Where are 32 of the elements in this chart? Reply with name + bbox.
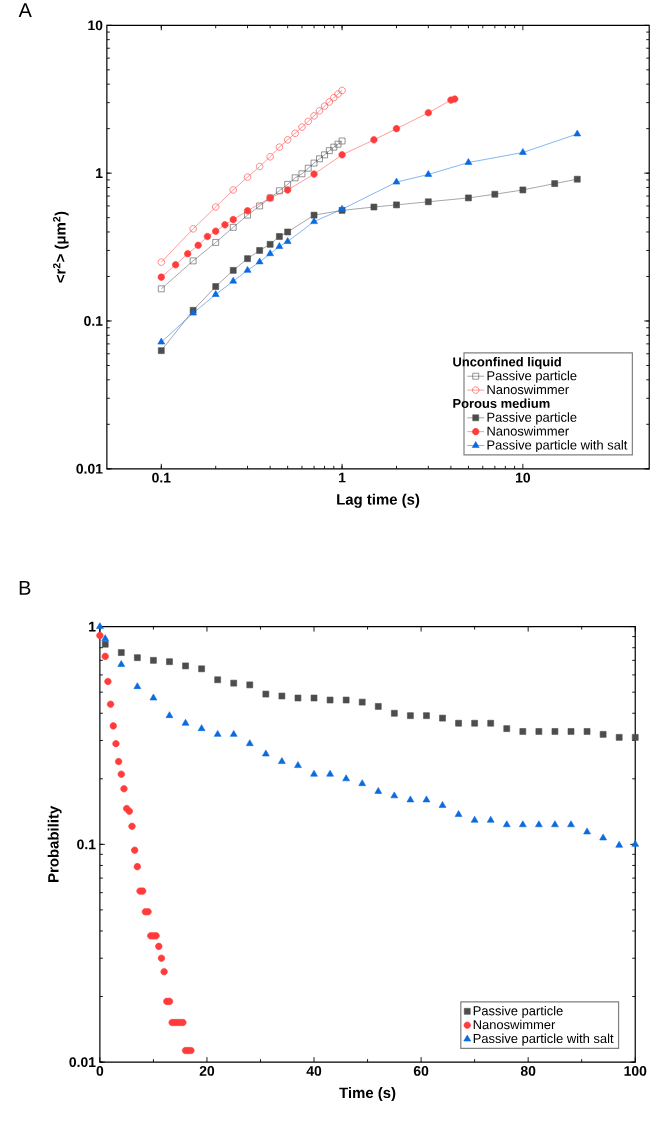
x-axis-title: Lag time (s) [337, 493, 420, 508]
legend-label: Passive particle with salt [473, 1033, 614, 1046]
y-tick-label: 0.1 [77, 839, 96, 850]
x-tick-label: 100 [624, 1066, 647, 1076]
chart-title: A [18, 3, 32, 18]
x-tick-label: 60 [413, 1066, 429, 1076]
annotation: Porous medium [453, 398, 550, 408]
x-tick-label: 80 [520, 1066, 536, 1076]
y-tick-label: 0.01 [69, 1057, 96, 1068]
y-tick-label: 1 [95, 168, 103, 178]
x-tick-label: 10 [515, 472, 530, 483]
legend-label: Passive particle [487, 370, 577, 383]
x-tick-label: 0 [96, 1066, 104, 1076]
y-tick-label: 1 [89, 621, 96, 632]
x-tick-label: 1 [338, 472, 346, 483]
y-tick-label: 0.1 [84, 316, 103, 326]
y-tick-label: 10 [88, 20, 103, 31]
x-tick-label: 20 [199, 1066, 215, 1076]
y-axis-title: <r$^{2}$> (μm$^{2}$) [52, 211, 69, 283]
legend-label: Nanoswimmer [487, 384, 569, 395]
legend-label: Nanoswimmer [487, 426, 569, 436]
legend-label: Nanoswimmer [473, 1019, 556, 1030]
x-tick-label: 40 [306, 1066, 322, 1076]
annotation: Unconfined liquid [453, 356, 561, 369]
chart-title: B [19, 581, 31, 595]
legend-label: Passive particle [473, 1005, 563, 1018]
x-axis-title: Time (s) [339, 1087, 396, 1101]
x-tick-label: 0.1 [152, 472, 171, 483]
y-axis-title: Probability [47, 805, 62, 882]
y-tick-label: 0.01 [76, 463, 103, 474]
legend-label: Passive particle with salt [487, 440, 628, 453]
legend-label: Passive particle [487, 412, 577, 425]
